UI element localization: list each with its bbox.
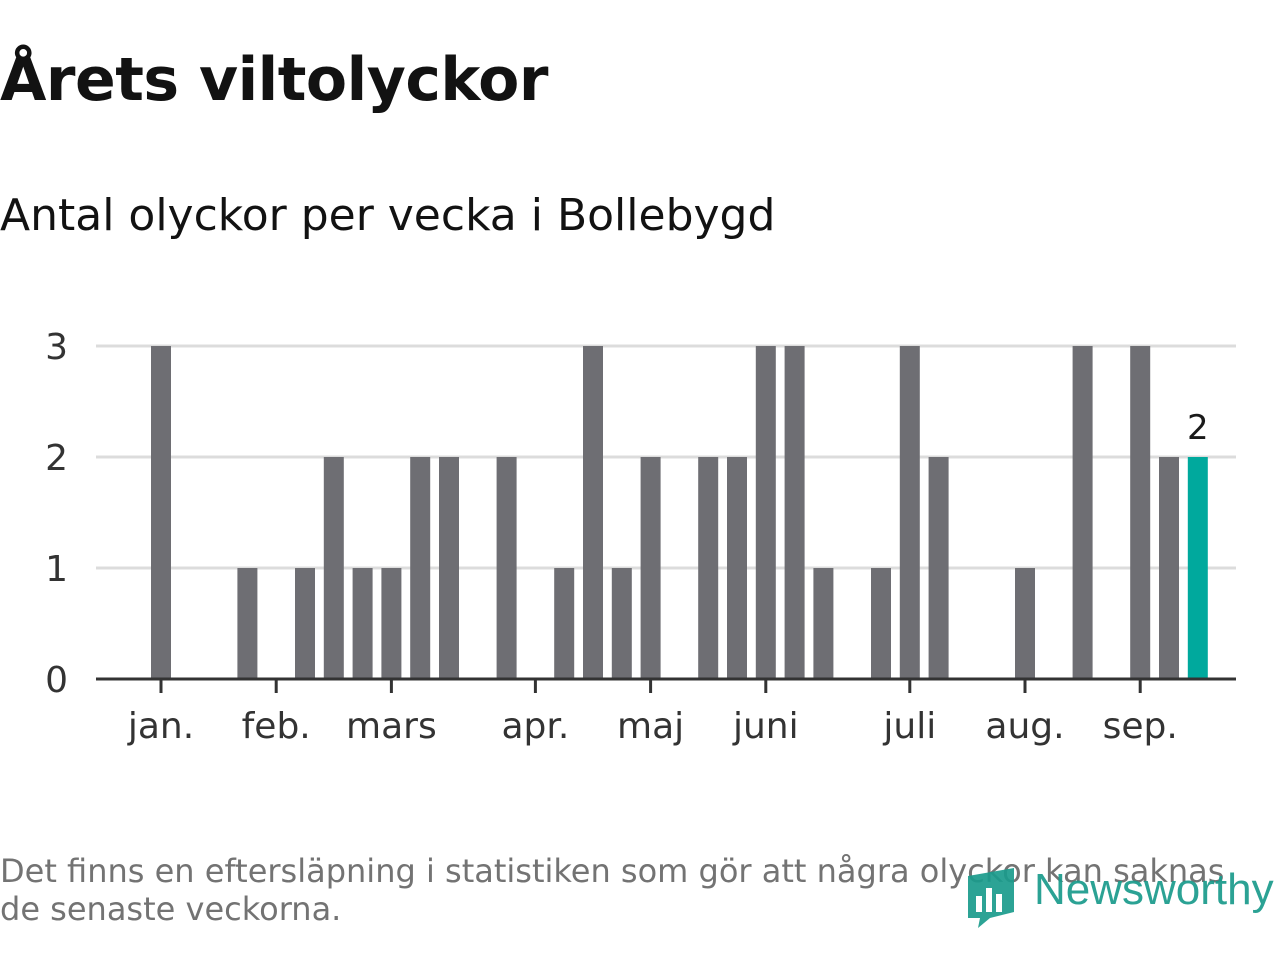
x-tick-label: mars xyxy=(346,706,437,747)
y-tick-label: 3 xyxy=(45,327,68,368)
x-tick-label: juli xyxy=(882,706,936,747)
x-tick-label: aug. xyxy=(985,706,1064,747)
bar xyxy=(439,457,459,679)
y-tick-label: 2 xyxy=(45,438,68,479)
x-tick-label: feb. xyxy=(242,706,311,747)
bar xyxy=(611,568,632,679)
bar xyxy=(871,568,891,679)
bar xyxy=(583,346,603,679)
newsworthy-logo-icon xyxy=(968,868,1014,928)
bar xyxy=(928,457,949,679)
chart-title: Årets viltolyckor xyxy=(0,45,549,115)
bar xyxy=(151,346,171,679)
bar xyxy=(295,568,315,679)
y-tick-label: 1 xyxy=(45,549,68,590)
bar-chart: 0 1 2 3 2 jan. feb. mars apr. maj juni juli aug. sep. xyxy=(45,327,1236,747)
x-tick-label: maj xyxy=(617,706,684,747)
bar xyxy=(352,568,373,679)
bar xyxy=(554,568,575,679)
bar xyxy=(755,346,776,679)
bar xyxy=(1130,346,1151,679)
x-tick-label: apr. xyxy=(501,706,569,747)
bar xyxy=(1072,346,1093,679)
y-tick-label: 0 xyxy=(45,660,68,701)
chart-subtitle: Antal olyckor per vecka i Bollebygd xyxy=(0,190,776,241)
bar xyxy=(698,457,719,679)
x-tick-label: jan. xyxy=(127,706,194,747)
bar-highlight xyxy=(1187,457,1208,679)
bar xyxy=(813,568,834,679)
bar xyxy=(1159,457,1179,679)
bar xyxy=(496,457,517,679)
logo-text: Newsworthy xyxy=(1034,865,1274,914)
bar xyxy=(381,568,402,679)
bar xyxy=(899,346,920,679)
bar xyxy=(1015,568,1035,679)
bar xyxy=(784,346,805,679)
bar xyxy=(410,457,431,679)
newsworthy-logo: Newsworthy xyxy=(964,862,1280,928)
data-label: 2 xyxy=(1187,408,1209,448)
x-tick-label: sep. xyxy=(1103,706,1178,747)
bar xyxy=(727,457,747,679)
x-tick-label: juni xyxy=(732,706,799,747)
footnote: Det finns en eftersläpning i statistiken… xyxy=(0,852,1225,928)
bar xyxy=(323,457,344,679)
bar xyxy=(640,457,661,679)
bar xyxy=(237,568,258,679)
